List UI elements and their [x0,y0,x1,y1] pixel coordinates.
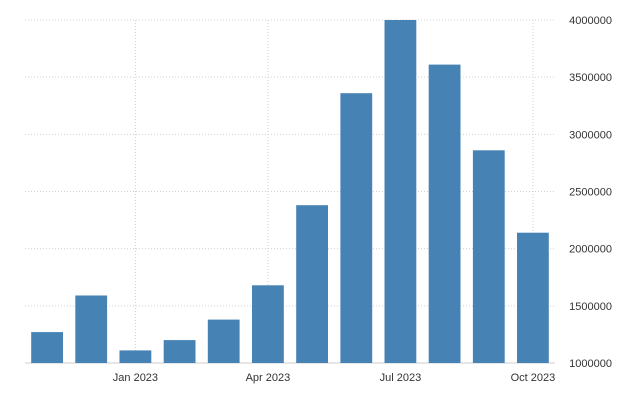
x-tick-label: Jan 2023 [113,372,158,384]
x-tick-label: Jul 2023 [380,372,422,384]
x-tick-label: Oct 2023 [511,372,556,384]
x-tick-label: Apr 2023 [246,372,291,384]
bar [252,285,284,363]
bar [340,93,373,363]
bar [517,232,549,363]
bar [384,20,417,363]
bar-series [31,20,549,363]
bar [31,332,63,363]
y-tick-label: 4000000 [569,15,612,27]
y-tick-label: 1000000 [569,358,612,370]
bar [472,150,505,363]
y-tick-label: 2500000 [569,187,612,199]
x-axis-labels: Jan 2023 Apr 2023 Jul 2023 Oct 2023 [113,372,555,384]
bar [296,205,328,363]
bar [119,350,152,363]
bar [75,295,108,363]
bar [428,64,461,363]
bar [207,319,240,363]
gridlines [25,19,555,364]
y-tick-label: 1500000 [569,301,612,313]
y-axis-labels: 1000000 1500000 2000000 2500000 3000000 35000… [569,15,612,370]
y-tick-label: 2000000 [569,244,612,256]
bar [163,340,196,363]
y-tick-label: 3500000 [569,72,612,84]
y-tick-label: 3000000 [569,129,612,141]
